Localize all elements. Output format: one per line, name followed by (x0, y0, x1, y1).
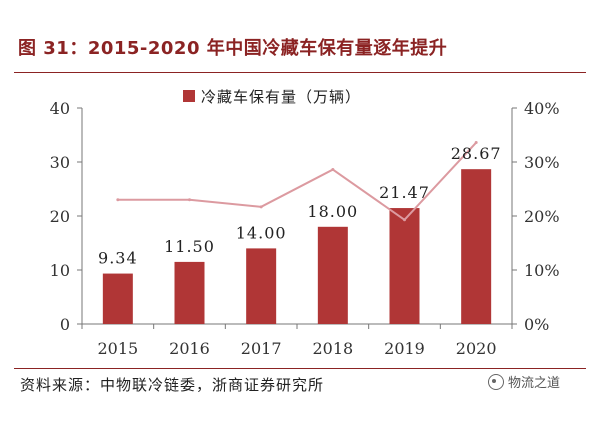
x-tick-label: 2018 (312, 339, 353, 358)
growth-line (117, 141, 477, 222)
bar (389, 208, 420, 324)
y-left-tick-label: 30 (50, 153, 70, 172)
x-tick-label: 2016 (169, 339, 210, 358)
growth-point (259, 205, 263, 209)
wechat-icon (487, 373, 504, 390)
source-divider (14, 368, 586, 369)
bar (246, 248, 277, 324)
growth-point (474, 141, 478, 145)
growth-point (188, 198, 191, 202)
bar-value-label: 11.50 (164, 237, 215, 256)
bar (174, 261, 205, 324)
x-tick-label: 2017 (241, 339, 282, 358)
y-right-tick-label: 20% (524, 207, 560, 226)
y-right-tick-label: 40% (524, 99, 560, 118)
growth-point (331, 168, 335, 172)
bar-value-label: 21.47 (379, 183, 430, 202)
bar-value-label: 9.34 (98, 249, 138, 268)
x-tick-label: 2015 (97, 339, 138, 358)
y-left-tick-label: 40 (50, 99, 70, 118)
bar-value-label: 18.00 (307, 202, 358, 221)
y-left-tick-label: 20 (50, 207, 70, 226)
y-right-tick-label: 10% (524, 261, 560, 280)
bar (102, 273, 133, 324)
growth-point (403, 218, 406, 222)
watermark: 物流之道 (487, 372, 560, 391)
y-left-tick-label: 0 (60, 315, 70, 334)
bar (461, 169, 492, 324)
legend-swatch (183, 90, 195, 102)
y-right-tick-label: 0% (524, 315, 549, 334)
source-note: 资料来源：中物联冷链委，浙商证券研究所 (20, 376, 325, 394)
bar-line-chart: 0 10 20 30 40 0% 10% 20% 30% 40% 2015 2016 2017 2018 2… (50, 88, 560, 358)
growth-point (116, 198, 120, 202)
figure-title: 图 31：2015-2020 年中国冷藏车保有量逐年提升 (18, 38, 448, 59)
watermark-text: 物流之道 (507, 376, 560, 391)
x-tick-label: 2019 (384, 339, 425, 358)
x-tick-label: 2020 (456, 339, 497, 358)
legend-label: 冷藏车保有量（万辆） (201, 88, 361, 106)
y-right-tick-label: 30% (524, 153, 560, 172)
bar-value-label: 14.00 (236, 223, 287, 242)
bar-value-label: 28.67 (451, 144, 502, 163)
title-divider (14, 72, 586, 73)
bar (317, 226, 348, 324)
y-left-tick-label: 10 (50, 261, 70, 280)
